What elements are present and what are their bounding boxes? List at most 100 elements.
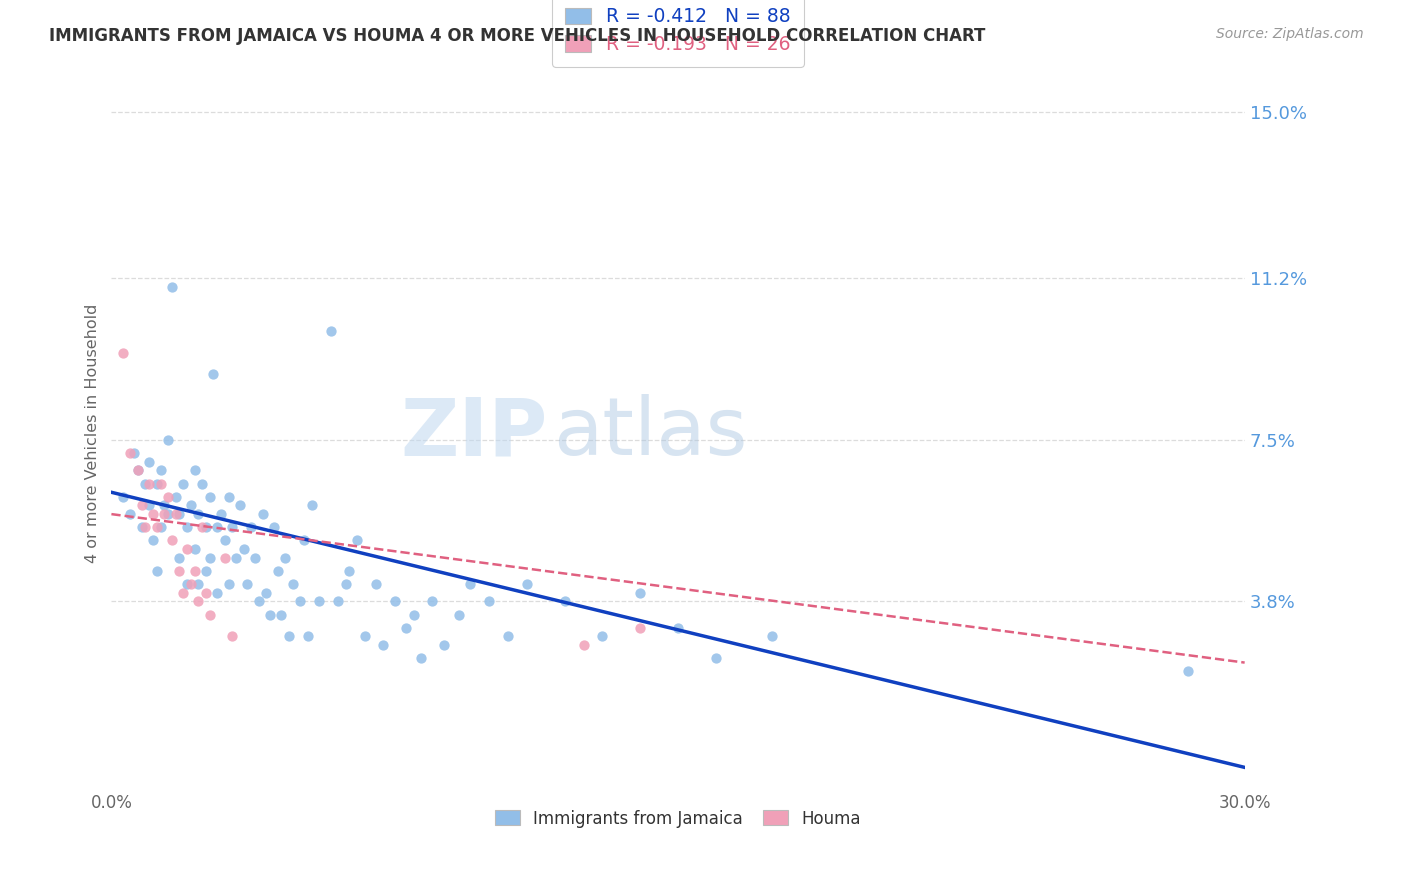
Point: [270, 607, 292, 622]
Point: [266, 564, 288, 578]
Point: [292, 533, 315, 548]
Point: [180, 577, 202, 591]
Point: [290, 594, 312, 608]
Point: [281, 577, 304, 591]
Point: [157, 433, 180, 447]
Point: [191, 520, 214, 534]
Point: [592, 629, 614, 643]
Point: [229, 499, 252, 513]
Point: [274, 550, 297, 565]
Point: [176, 577, 198, 591]
Point: [194, 585, 217, 599]
Point: [236, 577, 259, 591]
Point: [247, 594, 270, 608]
Point: [666, 621, 689, 635]
Point: [447, 607, 470, 622]
Point: [411, 651, 433, 665]
Point: [198, 490, 221, 504]
Point: [221, 520, 243, 534]
Point: [496, 629, 519, 643]
Point: [346, 533, 368, 548]
Point: [254, 585, 277, 599]
Point: [205, 585, 228, 599]
Point: [142, 533, 165, 548]
Point: [183, 542, 205, 557]
Point: [297, 629, 319, 643]
Point: [194, 564, 217, 578]
Point: [165, 507, 187, 521]
Point: [145, 564, 167, 578]
Point: [319, 324, 342, 338]
Point: [111, 345, 134, 359]
Point: [138, 499, 160, 513]
Point: [214, 533, 236, 548]
Point: [165, 490, 187, 504]
Point: [198, 550, 221, 565]
Point: [218, 490, 240, 504]
Point: [214, 550, 236, 565]
Point: [373, 638, 395, 652]
Point: [335, 577, 357, 591]
Point: [191, 476, 214, 491]
Point: [169, 564, 191, 578]
Point: [153, 499, 176, 513]
Point: [187, 577, 209, 591]
Point: [704, 651, 727, 665]
Point: [131, 499, 153, 513]
Point: [301, 499, 323, 513]
Point: [176, 520, 198, 534]
Point: [628, 585, 651, 599]
Point: [395, 621, 418, 635]
Point: [138, 455, 160, 469]
Y-axis label: 4 or more Vehicles in Household: 4 or more Vehicles in Household: [86, 303, 100, 563]
Point: [183, 463, 205, 477]
Point: [402, 607, 425, 622]
Point: [187, 507, 209, 521]
Text: ZIP: ZIP: [401, 394, 548, 473]
Point: [458, 577, 481, 591]
Point: [433, 638, 456, 652]
Point: [153, 507, 176, 521]
Legend: Immigrants from Jamaica, Houma: Immigrants from Jamaica, Houma: [488, 803, 868, 834]
Point: [478, 594, 501, 608]
Point: [240, 520, 263, 534]
Point: [145, 476, 167, 491]
Point: [278, 629, 301, 643]
Point: [183, 564, 205, 578]
Point: [157, 490, 180, 504]
Point: [232, 542, 254, 557]
Point: [628, 621, 651, 635]
Point: [138, 476, 160, 491]
Point: [572, 638, 595, 652]
Point: [187, 594, 209, 608]
Point: [198, 607, 221, 622]
Point: [120, 507, 142, 521]
Point: [308, 594, 330, 608]
Point: [120, 446, 142, 460]
Point: [131, 520, 153, 534]
Point: [243, 550, 266, 565]
Point: [134, 520, 156, 534]
Point: [326, 594, 349, 608]
Point: [422, 594, 444, 608]
Point: [263, 520, 285, 534]
Point: [160, 280, 183, 294]
Point: [122, 446, 145, 460]
Point: [202, 368, 225, 382]
Point: [252, 507, 274, 521]
Point: [180, 499, 202, 513]
Point: [554, 594, 576, 608]
Point: [1177, 665, 1199, 679]
Point: [209, 507, 232, 521]
Text: IMMIGRANTS FROM JAMAICA VS HOUMA 4 OR MORE VEHICLES IN HOUSEHOLD CORRELATION CHA: IMMIGRANTS FROM JAMAICA VS HOUMA 4 OR MO…: [49, 27, 986, 45]
Point: [169, 507, 191, 521]
Text: Source: ZipAtlas.com: Source: ZipAtlas.com: [1216, 27, 1364, 41]
Point: [149, 520, 172, 534]
Point: [127, 463, 149, 477]
Point: [149, 463, 172, 477]
Point: [339, 564, 361, 578]
Point: [259, 607, 281, 622]
Point: [142, 507, 165, 521]
Text: atlas: atlas: [554, 394, 748, 473]
Point: [160, 533, 183, 548]
